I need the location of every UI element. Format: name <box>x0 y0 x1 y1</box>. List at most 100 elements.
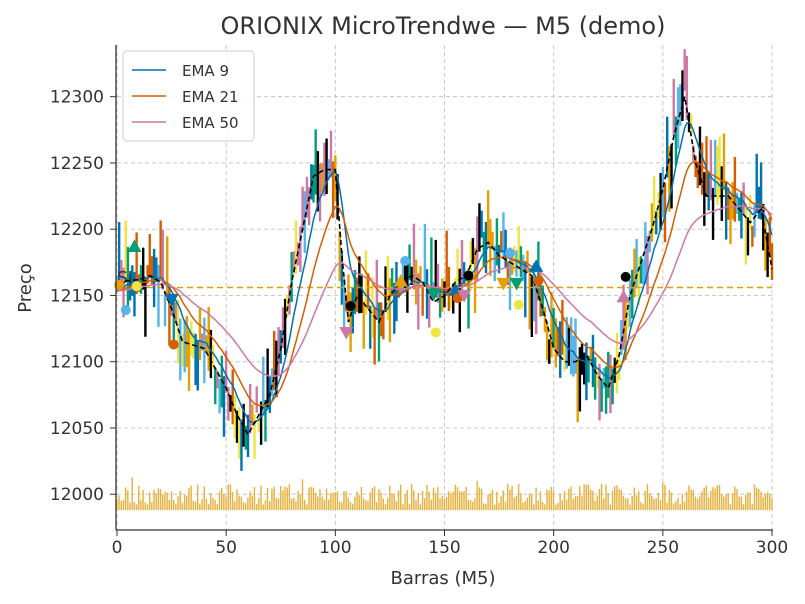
y-tick-label: 12150 <box>50 286 104 306</box>
volume-bar <box>609 504 612 511</box>
volume-bar <box>583 484 585 511</box>
signal-dot <box>463 270 474 281</box>
volume-bar <box>162 494 164 511</box>
volume-bar <box>297 490 299 511</box>
volume-bar <box>242 502 245 511</box>
signal-dot <box>505 248 515 259</box>
x-tick-label: 0 <box>112 538 123 558</box>
legend-label: EMA 9 <box>182 62 229 80</box>
sell-signal-triangle <box>426 288 441 302</box>
volume-bar <box>334 492 336 511</box>
volume-bar <box>247 497 249 511</box>
volume-bar <box>175 503 177 511</box>
volume-bar <box>618 488 620 511</box>
volume-bar <box>275 498 277 511</box>
volume-bar <box>531 494 533 511</box>
volume-bar <box>225 496 227 511</box>
sell-signal-triangle <box>457 289 472 303</box>
volume-bar <box>694 496 697 511</box>
volume-bar <box>592 491 594 511</box>
volume-bar <box>705 485 708 511</box>
signal-dot <box>400 255 411 266</box>
volume-bar <box>439 498 441 511</box>
volume-bar <box>231 492 234 511</box>
volume-bar <box>212 497 214 511</box>
volume-bar <box>502 490 505 511</box>
volume-bar <box>723 496 725 511</box>
volume-bar <box>437 487 439 511</box>
volume-bar <box>269 501 271 511</box>
volume-bar <box>406 490 408 511</box>
volume-bar <box>664 484 666 511</box>
volume-bar <box>614 486 616 511</box>
volume-bar <box>483 503 485 511</box>
volume-bar <box>373 486 376 511</box>
ema-line-9 <box>116 121 773 425</box>
volume-bar <box>391 493 393 511</box>
volume-bar <box>469 500 472 511</box>
volume-bar <box>404 493 406 511</box>
volume-bar <box>517 483 520 511</box>
volume-bar <box>624 498 627 511</box>
volume-bar <box>587 484 590 511</box>
volume-bar <box>332 492 334 511</box>
volume-bar <box>249 491 251 511</box>
volume-bar <box>135 504 138 511</box>
volume-bar <box>129 502 131 511</box>
volume-bar <box>360 487 363 511</box>
volume-bar <box>572 498 574 511</box>
y-tick-label: 12050 <box>50 419 104 439</box>
volume-bar <box>236 489 238 511</box>
volume-bar <box>731 492 734 511</box>
volume-bar <box>769 494 771 511</box>
x-tick-label: 300 <box>756 538 788 558</box>
volume-bar <box>356 491 358 511</box>
volume-bar <box>548 490 550 511</box>
volume-bar <box>271 488 273 511</box>
volume-bar <box>221 487 223 511</box>
volume-bars <box>116 477 773 511</box>
volume-bar <box>507 483 509 511</box>
y-tick-label: 12300 <box>50 88 104 108</box>
volume-bar <box>260 485 262 511</box>
volume-bar <box>408 503 411 511</box>
volume-bar <box>716 485 719 511</box>
volume-bar <box>323 499 326 511</box>
volume-bar <box>290 498 293 511</box>
volume-bar <box>589 489 592 511</box>
volume-bar <box>710 490 712 511</box>
volume-bar <box>655 498 657 511</box>
signal-dot <box>513 299 524 310</box>
volume-bar <box>762 497 764 511</box>
volume-bar <box>622 496 625 511</box>
signal-dot <box>168 339 179 350</box>
volume-bar <box>216 503 219 511</box>
volume-bar <box>170 491 173 511</box>
volume-bar <box>354 496 356 511</box>
volume-bar <box>720 493 723 511</box>
volume-bar <box>681 494 684 511</box>
volume-bar <box>701 491 703 511</box>
volume-bar <box>341 502 343 511</box>
volume-bar <box>629 504 631 511</box>
volume-bar <box>402 504 404 511</box>
volume-bar <box>264 500 267 511</box>
signal-dot <box>131 281 142 292</box>
volume-bar <box>561 500 563 511</box>
volume-bar <box>456 487 459 511</box>
volume-bar <box>284 486 286 511</box>
volume-bar <box>253 487 256 511</box>
x-ticks: 0 50 100 150 200 250 300 <box>112 530 788 558</box>
volume-bar <box>753 484 756 511</box>
volume-bar <box>240 496 243 511</box>
volume-bar <box>550 486 553 511</box>
volume-bar <box>498 502 500 511</box>
volume-bar <box>397 490 400 511</box>
volume-bar <box>430 499 432 511</box>
volume-bar <box>362 498 365 511</box>
volume-bar <box>295 501 297 511</box>
volume-bar <box>659 500 662 511</box>
volume-bar <box>192 500 195 511</box>
volume-bar <box>120 500 122 511</box>
